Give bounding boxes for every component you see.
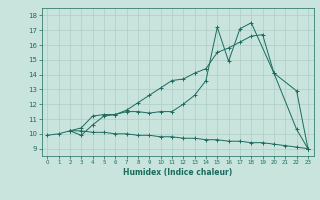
X-axis label: Humidex (Indice chaleur): Humidex (Indice chaleur) xyxy=(123,168,232,177)
